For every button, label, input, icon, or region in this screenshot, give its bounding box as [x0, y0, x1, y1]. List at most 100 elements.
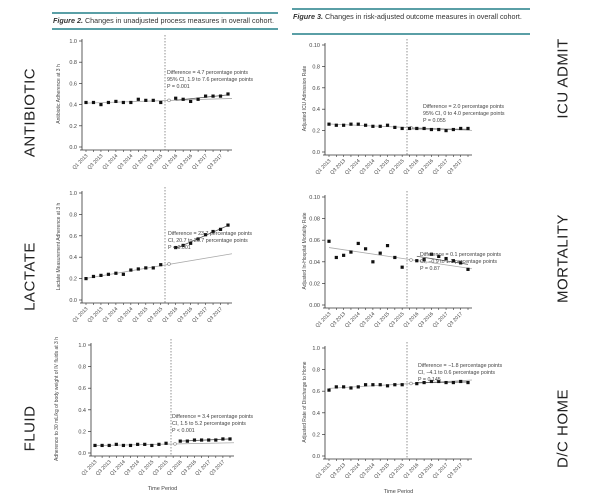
- data-point: [84, 277, 88, 281]
- data-point: [444, 256, 448, 261]
- data-point: [451, 127, 455, 132]
- annotation-line: Difference = 2.0 percentage points: [423, 104, 504, 110]
- data-point: [393, 125, 397, 129]
- annotation-line: Difference = 4.7 percentage points: [167, 70, 248, 76]
- data-point: [144, 266, 148, 270]
- svg-text:0.0: 0.0: [69, 145, 77, 151]
- svg-text:0.2: 0.2: [69, 124, 77, 130]
- data-point: [444, 380, 448, 385]
- data-point: [459, 379, 463, 384]
- data-point: [393, 255, 397, 260]
- svg-text:0.4: 0.4: [78, 408, 86, 414]
- data-point: [121, 100, 125, 105]
- data-point: [385, 244, 390, 248]
- svg-text:Q3 2017: Q3 2017: [446, 311, 464, 329]
- data-point: [327, 239, 331, 243]
- svg-text:0.06: 0.06: [309, 238, 320, 244]
- svg-text:0.0: 0.0: [312, 150, 320, 156]
- svg-text:1.0: 1.0: [78, 343, 86, 349]
- data-point: [136, 97, 140, 101]
- svg-text:0.4: 0.4: [312, 107, 320, 113]
- svg-text:0.10: 0.10: [309, 43, 320, 49]
- chart-fluid: 0.0 0.2 0.4 0.6 0.8 1.0 Adherence to 30 mL/kg …: [54, 337, 253, 492]
- svg-text:0.6: 0.6: [69, 81, 77, 87]
- data-point: [400, 383, 404, 387]
- chart-dc_home: 0.0 0.2 0.4 0.6 0.8 1.0 Adjusted Rate of Disch…: [302, 342, 502, 495]
- data-point: [136, 442, 140, 446]
- svg-text:0.6: 0.6: [78, 386, 86, 392]
- annotation-line: P = 0.055: [423, 118, 446, 124]
- data-point: [466, 126, 470, 131]
- data-point: [371, 124, 375, 128]
- data-point: [84, 100, 88, 105]
- annotation-line: Difference = −1.8 percentage points: [418, 363, 502, 369]
- data-point: [422, 380, 426, 385]
- data-point: [393, 383, 397, 387]
- data-point: [189, 241, 193, 245]
- data-point: [356, 122, 360, 126]
- svg-text:Q3 2017: Q3 2017: [446, 462, 464, 480]
- svg-text:Adjusted In-Hospital Mortality: Adjusted In-Hospital Mortality Rate: [302, 212, 308, 289]
- figure-3-title: Figure 3. Changes in risk-adjusted outco…: [293, 12, 522, 21]
- figure-2-title: Figure 2. Changes in unadjusted process …: [53, 16, 274, 25]
- svg-text:0.02: 0.02: [309, 281, 320, 287]
- svg-text:0.4: 0.4: [69, 255, 77, 261]
- data-point: [99, 273, 103, 277]
- data-point: [221, 437, 225, 441]
- data-point: [203, 94, 208, 98]
- data-point: [349, 122, 353, 126]
- data-point: [407, 126, 412, 131]
- data-point: [349, 250, 353, 254]
- data-point: [107, 443, 111, 448]
- figure-3-header: Figure 3. Changes in risk-adjusted outco…: [292, 8, 530, 35]
- svg-text:0.2: 0.2: [312, 432, 320, 438]
- data-point: [174, 245, 178, 250]
- annotation-line: P < 0.001: [172, 428, 195, 434]
- figure-2-label: Figure 2.: [53, 16, 83, 25]
- svg-text:0.8: 0.8: [78, 365, 86, 371]
- annotation-line: 95% CI, 1.9 to 7.6 percentage points: [167, 77, 253, 83]
- data-point: [192, 438, 197, 442]
- svg-text:0.8: 0.8: [69, 60, 77, 66]
- svg-text:0.2: 0.2: [78, 429, 86, 435]
- svg-text:0.8: 0.8: [69, 212, 77, 218]
- annotation-line: P = 0.87: [420, 266, 440, 272]
- data-point: [466, 380, 470, 385]
- svg-text:0.0: 0.0: [78, 451, 86, 457]
- svg-text:0.0: 0.0: [312, 454, 320, 460]
- data-point: [143, 442, 147, 446]
- data-point: [178, 439, 182, 443]
- data-point: [342, 123, 346, 127]
- figure-2-header: Figure 2. Changes in unadjusted process …: [52, 12, 278, 30]
- data-point: [114, 442, 118, 446]
- chart-icu: 0.0 0.2 0.4 0.6 0.8 0.10 Adjusted ICU Admissio…: [302, 39, 505, 176]
- data-point: [378, 124, 382, 128]
- data-point: [437, 127, 441, 132]
- data-point: [129, 268, 133, 272]
- data-point: [218, 227, 223, 231]
- data-point: [429, 252, 434, 256]
- data-point: [151, 266, 155, 270]
- data-point: [189, 99, 193, 104]
- data-point: [151, 98, 155, 102]
- data-point: [129, 100, 133, 105]
- data-point: [385, 123, 390, 127]
- annotation-line: CI, −4.1 to 0.6 percentage points: [418, 370, 495, 376]
- svg-text:1.0: 1.0: [69, 191, 77, 197]
- data-point: [451, 380, 455, 385]
- figure-3-label: Figure 3.: [293, 12, 323, 21]
- data-point: [444, 129, 448, 133]
- svg-text:0.08: 0.08: [309, 217, 320, 223]
- svg-text:Q3 2017: Q3 2017: [208, 459, 226, 477]
- data-point: [466, 267, 470, 271]
- data-point: [363, 123, 368, 127]
- data-point: [136, 267, 140, 271]
- svg-text:0.2: 0.2: [312, 129, 320, 135]
- data-point: [121, 272, 125, 276]
- data-point: [228, 437, 232, 441]
- data-point: [422, 258, 426, 262]
- svg-text:0.0: 0.0: [69, 298, 77, 304]
- data-point: [214, 438, 218, 442]
- data-point: [334, 123, 338, 127]
- data-point: [128, 443, 133, 448]
